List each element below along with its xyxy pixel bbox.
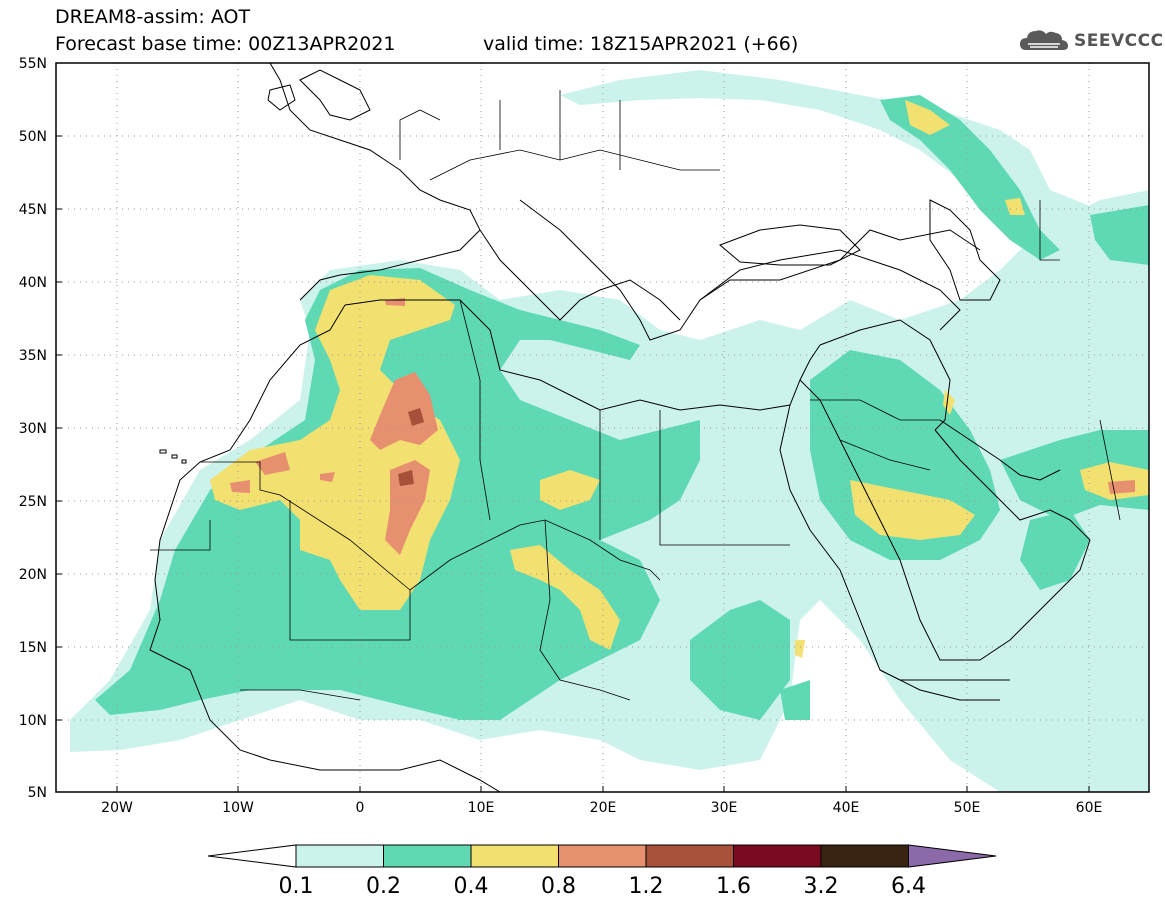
colorbar-label: 3.2 [804,874,839,899]
lon-label: 10W [222,800,254,816]
aot-level-0.8 [230,298,1135,555]
colorbar-label: 1.2 [629,874,664,899]
lat-label: 10N [19,713,47,729]
lat-label: 55N [19,56,47,72]
colorbar-swatch-0.8 [558,844,647,868]
lon-label: 30E [711,800,738,816]
colorbar-label: 6.4 [891,874,926,899]
lat-label: 15N [19,640,47,656]
lon-label: 40E [833,800,860,816]
colorbar-swatch-1.2 [645,844,734,868]
valid-time: valid time: 18Z15APR2021 (+66) [483,33,799,55]
aot-level-1.2 [398,408,424,486]
axis-ticks [56,62,1090,792]
colorbar-swatch-0.4 [470,844,559,868]
colorbar-under-triangle [207,844,297,868]
colorbar-over-triangle [908,844,997,868]
colorbar-label: 0.8 [541,874,576,899]
map-title: DREAM8-assim: AOT [55,6,251,28]
lon-label: 0 [356,800,365,816]
colorbar-swatch-1.6 [733,844,822,868]
lat-label: 35N [19,348,47,364]
forecast-base-time: Forecast base time: 00Z13APR2021 [55,33,396,55]
colorbar-swatch-3.2 [820,844,909,868]
colorbar-labels: 0.1 0.2 0.4 0.8 1.2 1.6 3.2 6.4 [279,874,927,899]
cloud-icon [1020,30,1068,50]
colorbar-swatch-0.1 [295,844,384,868]
lat-label: 30N [19,421,47,437]
colorbar-swatch-0.2 [383,844,472,868]
colorbar [207,844,997,868]
colorbar-label: 0.2 [366,874,401,899]
logo-text: SEEVCCC [1074,31,1164,51]
lat-label: 50N [19,129,47,145]
lon-labels: 20W 10W 0 10E 20E 30E 40E 50E 60E [101,800,1102,816]
lat-label: 45N [19,202,47,218]
lon-label: 60E [1076,800,1103,816]
coastlines [149,63,1091,792]
country-borders [150,90,1121,701]
lat-label: 40N [19,275,47,291]
colorbar-label: 0.4 [454,874,489,899]
lat-label: 25N [19,494,47,510]
lon-label: 20W [101,800,133,816]
colorbar-label: 1.6 [716,874,751,899]
lon-label: 10E [468,800,495,816]
lat-label: 5N [28,785,47,801]
lon-label: 50E [954,800,981,816]
lat-label: 20N [19,567,47,583]
colorbar-label: 0.1 [279,874,314,899]
seevccc-logo: SEEVCCC [1018,26,1164,56]
lon-label: 20E [590,800,617,816]
lat-labels: 55N 50N 45N 40N 35N 30N 25N 20N 15N 10N … [19,56,47,801]
graticule [56,63,1149,792]
